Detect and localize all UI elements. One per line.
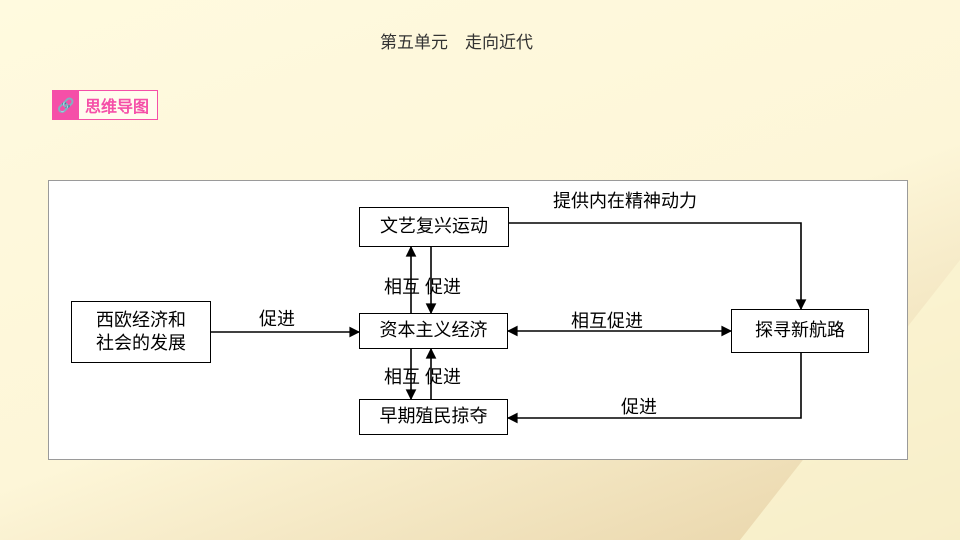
mindmap-badge: 🔗 思维导图 — [52, 90, 158, 120]
edge-label: 相互促进 — [571, 307, 643, 333]
node-routes: 探寻新航路 — [731, 309, 869, 353]
node-west: 西欧经济和 社会的发展 — [71, 301, 211, 363]
link-icon: 🔗 — [53, 91, 79, 119]
edge-label: 促进 — [259, 305, 295, 331]
edge-label: 相互 促进 — [384, 273, 461, 299]
node-renaissance: 文艺复兴运动 — [359, 207, 509, 247]
page-title: 第五单元 走向近代 — [380, 28, 533, 53]
node-capital: 资本主义经济 — [359, 313, 508, 349]
node-colonial: 早期殖民掠夺 — [359, 399, 508, 435]
edge-label: 促进 — [621, 393, 657, 419]
edge-label: 相互 促进 — [384, 363, 461, 389]
edge-label: 提供内在精神动力 — [553, 187, 697, 213]
diagram-frame: 西欧经济和 社会的发展文艺复兴运动资本主义经济早期殖民掠夺探寻新航路促进相互 促… — [48, 180, 908, 460]
mindmap-badge-label: 思维导图 — [79, 91, 157, 119]
slide: 第五单元 走向近代 🔗 思维导图 西欧经济和 社会的发展 文艺复兴运动资本主义经济… — [0, 0, 960, 540]
